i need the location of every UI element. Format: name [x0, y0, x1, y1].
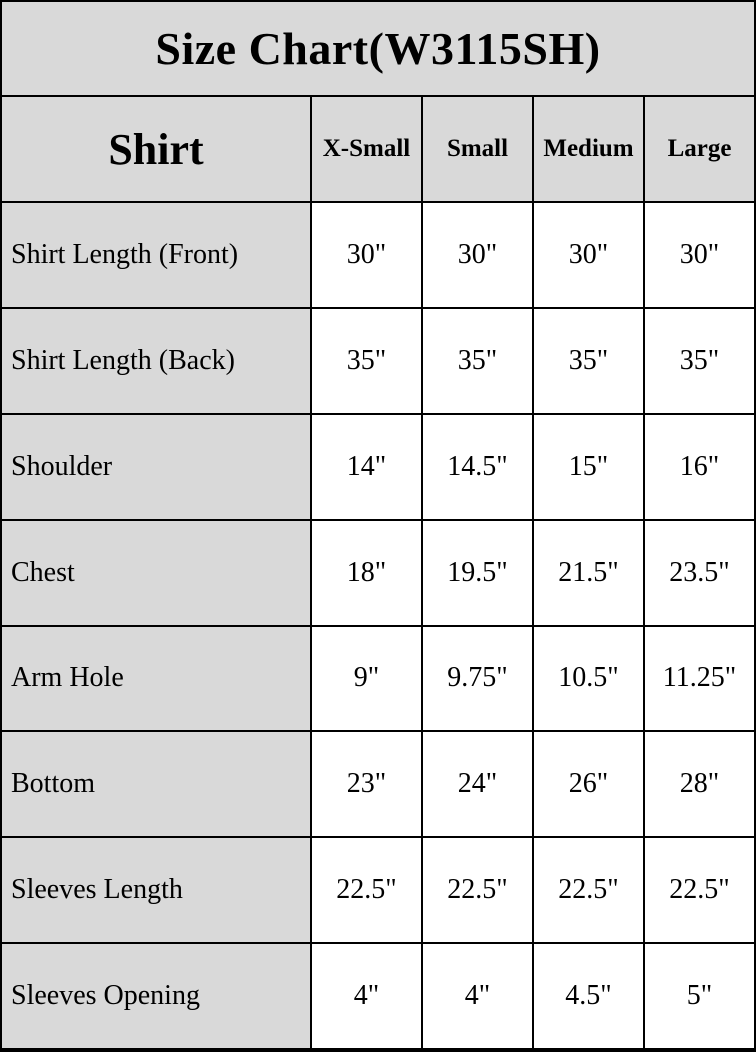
value-cell: 30" [534, 203, 643, 307]
value-cell: 35" [312, 308, 421, 413]
value-cell: 35" [645, 308, 754, 413]
row-label-bottom: Bottom [2, 732, 310, 837]
value-cell: 11.25" [645, 626, 754, 731]
size-chart-title: Size Chart(W3115SH) [2, 2, 754, 95]
value-cell: 35" [423, 308, 532, 413]
value-cell: 19.5" [423, 520, 532, 625]
value-cell: 10.5" [534, 626, 643, 731]
size-header-x-small: X-Small [312, 97, 421, 201]
value-cell: 4.5" [534, 944, 643, 1048]
value-cell: 22.5" [423, 838, 532, 943]
value-cell: 9.75" [423, 626, 532, 731]
row-label-shoulder: Shoulder [2, 414, 310, 519]
row-label-chest: Chest [2, 520, 310, 625]
row-label-sleeves-opening: Sleeves Opening [2, 944, 310, 1048]
value-cell: 21.5" [534, 520, 643, 625]
row-label-shirt-length-front: Shirt Length (Front) [2, 203, 310, 307]
value-cell: 23.5" [645, 520, 754, 625]
value-cell: 30" [423, 203, 532, 307]
value-cell: 4" [312, 944, 421, 1048]
value-cell: 5" [645, 944, 754, 1048]
value-cell: 9" [312, 626, 421, 731]
value-cell: 35" [534, 308, 643, 413]
value-cell: 18" [312, 520, 421, 625]
row-label-shirt-length-back: Shirt Length (Back) [2, 308, 310, 413]
value-cell: 22.5" [645, 838, 754, 943]
value-cell: 16" [645, 414, 754, 519]
size-header-small: Small [423, 97, 532, 201]
value-cell: 22.5" [312, 838, 421, 943]
value-cell: 23" [312, 732, 421, 837]
value-cell: 15" [534, 414, 643, 519]
value-cell: 30" [312, 203, 421, 307]
value-cell: 14" [312, 414, 421, 519]
value-cell: 14.5" [423, 414, 532, 519]
size-header-large: Large [645, 97, 754, 201]
value-cell: 24" [423, 732, 532, 837]
value-cell: 26" [534, 732, 643, 837]
value-cell: 28" [645, 732, 754, 837]
product-header: Shirt [2, 97, 310, 201]
row-label-arm-hole: Arm Hole [2, 626, 310, 731]
value-cell: 4" [423, 944, 532, 1048]
value-cell: 22.5" [534, 838, 643, 943]
row-label-sleeves-length: Sleeves Length [2, 838, 310, 943]
size-header-medium: Medium [534, 97, 643, 201]
value-cell: 30" [645, 203, 754, 307]
